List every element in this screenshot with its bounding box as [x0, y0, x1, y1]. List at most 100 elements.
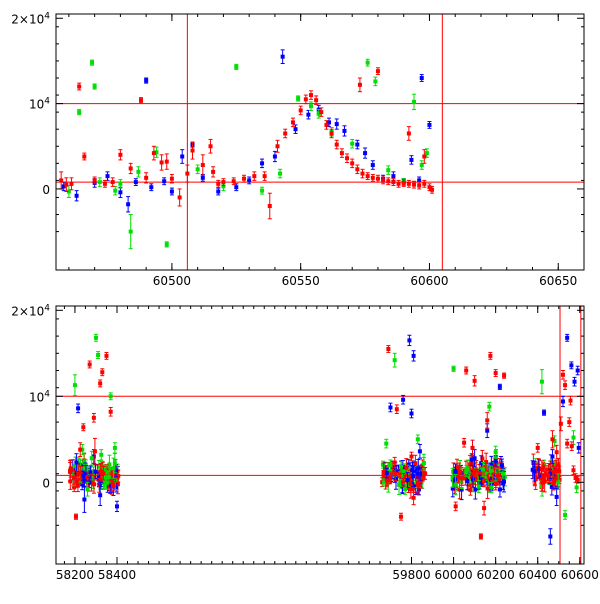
season-point-2-124	[453, 473, 458, 496]
data-point-bottom-red-2	[78, 442, 83, 457]
data-point-bottom-red-13	[394, 404, 399, 414]
data-point-top-blue-6	[133, 178, 138, 187]
x-tick-label-top-2: 60600	[410, 274, 448, 288]
data-point-bottom-red-31	[539, 460, 544, 479]
data-point-top-red-8	[118, 149, 123, 161]
data-point-top-green-20	[350, 138, 355, 149]
data-point-top-red-15	[169, 173, 174, 184]
data-point-bottom-green-20	[489, 481, 494, 494]
data-point-top-red-13	[159, 154, 164, 171]
data-point-top-blue-34	[427, 121, 432, 129]
data-point-bottom-blue-21	[560, 395, 565, 408]
season-point-3-58	[554, 460, 559, 481]
data-point-top-red-3	[77, 82, 82, 91]
plot-area-bottom	[56, 306, 584, 564]
data-point-top-blue-33	[419, 74, 424, 82]
season-point-1-88	[381, 478, 386, 487]
data-point-bottom-red-17	[453, 501, 458, 512]
y-tick-label-top-2: 2×104	[11, 11, 50, 26]
data-point-top-blue-15	[234, 183, 239, 192]
data-point-bottom-blue-25	[575, 365, 580, 376]
data-point-top-red-34	[308, 90, 313, 100]
data-point-bottom-red-16	[411, 490, 416, 506]
data-point-bottom-green-2	[85, 481, 90, 497]
data-point-top-blue-25	[342, 125, 347, 137]
data-point-top-red-11	[144, 172, 149, 184]
data-point-bottom-red-5	[91, 413, 96, 423]
data-point-top-red-9	[128, 162, 133, 175]
data-point-bottom-red-24	[478, 533, 483, 540]
data-point-bottom-red-30	[535, 443, 540, 453]
data-point-bottom-red-29	[502, 372, 507, 379]
season-point-0-117	[92, 474, 97, 494]
data-point-bottom-red-34	[554, 444, 559, 460]
data-point-bottom-red-21	[468, 484, 473, 496]
season-point-1-108	[401, 478, 406, 487]
data-point-top-blue-17	[260, 158, 265, 169]
data-point-top-red-24	[231, 177, 236, 186]
data-point-bottom-green-6	[99, 449, 104, 461]
x-tick-label-top-3: 60650	[539, 274, 577, 288]
data-point-bottom-green-18	[481, 462, 486, 477]
data-point-bottom-blue-22	[565, 333, 570, 342]
data-point-top-green-16	[296, 95, 301, 102]
data-point-bottom-green-10	[388, 459, 393, 471]
data-point-top-green-14	[260, 186, 265, 195]
data-point-top-red-50	[391, 178, 396, 187]
data-point-bottom-blue-3	[98, 484, 103, 507]
data-point-bottom-blue-18	[548, 528, 553, 545]
data-point-bottom-blue-9	[415, 468, 420, 479]
data-point-bottom-red-20	[464, 366, 469, 375]
data-point-top-blue-16	[247, 176, 252, 185]
data-point-top-green-21	[365, 58, 370, 67]
data-point-bottom-green-11	[392, 352, 397, 368]
data-point-top-blue-20	[293, 124, 298, 134]
season-point-3-43	[532, 460, 537, 482]
data-point-top-red-30	[283, 128, 288, 139]
data-point-bottom-green-14	[415, 434, 420, 445]
data-point-bottom-red-32	[546, 469, 551, 482]
data-point-top-red-62	[422, 149, 427, 164]
data-point-top-red-33	[303, 94, 308, 105]
data-point-top-red-51	[396, 179, 401, 188]
data-point-top-blue-21	[306, 109, 311, 120]
data-point-top-red-61	[406, 126, 411, 141]
data-point-bottom-blue-0	[76, 403, 81, 414]
panel-top: 60500 60550 60600 60650 0 104 2×104	[11, 11, 585, 288]
data-point-top-green-1	[77, 109, 82, 116]
data-point-top-red-48	[381, 176, 386, 185]
data-point-bottom-green-15	[451, 365, 456, 372]
season-point-0-106	[72, 470, 77, 486]
data-point-bottom-red-11	[386, 345, 391, 353]
data-point-top-green-4	[97, 177, 102, 187]
season-point-0-113	[104, 464, 109, 480]
data-point-top-red-21	[211, 166, 216, 178]
data-point-top-green-25	[412, 93, 417, 111]
y-tick-label-bottom-0: 0	[42, 476, 50, 490]
data-point-top-red-27	[262, 171, 267, 181]
season-point-0-115	[112, 453, 117, 474]
data-point-bottom-blue-11	[388, 402, 393, 413]
season-point-0-111	[111, 480, 116, 491]
data-point-bottom-red-25	[482, 500, 487, 516]
data-point-top-red-41	[345, 153, 350, 163]
data-point-bottom-green-24	[552, 435, 557, 447]
data-point-bottom-green-16	[464, 467, 469, 477]
data-point-bottom-green-21	[493, 445, 498, 459]
data-point-top-red-45	[365, 172, 370, 181]
data-point-top-red-40	[339, 148, 344, 158]
data-point-bottom-blue-20	[554, 487, 559, 507]
data-point-bottom-blue-5	[401, 394, 406, 405]
data-point-top-green-23	[386, 165, 391, 175]
y-tick-label-top-1: 104	[29, 97, 50, 112]
data-point-bottom-red-26	[485, 412, 490, 429]
data-point-top-red-60	[375, 67, 380, 76]
data-point-bottom-red-22	[470, 439, 475, 457]
season-point-3-57	[556, 473, 561, 490]
data-point-bottom-green-22	[501, 468, 506, 479]
panel-bottom: 58200 58400 59800 60000 60200 60400 60600 0 104 2…	[11, 303, 599, 582]
x-tick-label-bottom-0: 58200	[56, 568, 94, 582]
data-point-top-red-42	[350, 158, 355, 169]
